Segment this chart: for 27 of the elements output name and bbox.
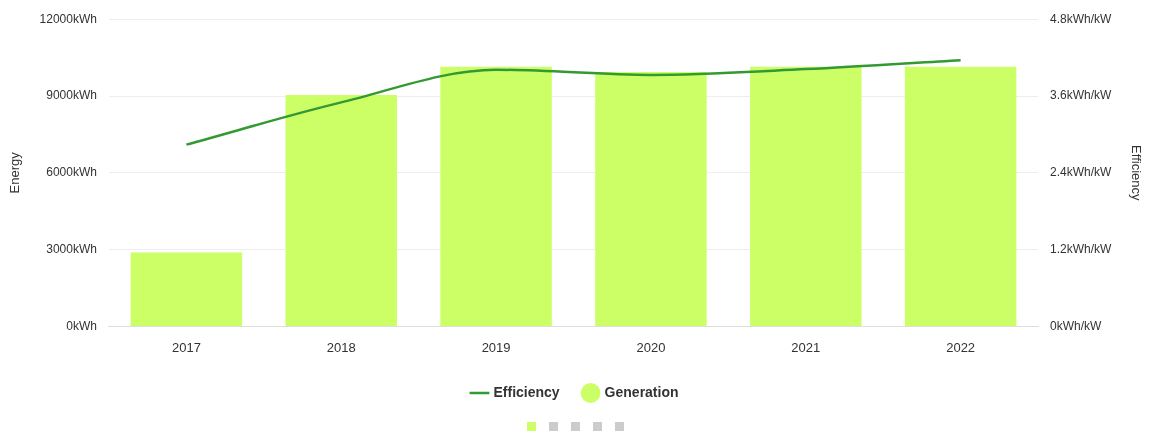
x-tick-label: 2017 — [171, 339, 201, 355]
y-tick-label: 3000kWh — [46, 241, 97, 256]
x-tick-label: 2022 — [946, 339, 976, 355]
bar — [440, 66, 552, 326]
bar — [904, 66, 1017, 326]
y2-tick-label: 2.4kWh/kW — [1050, 165, 1113, 180]
x-tick-label: 2021 — [791, 339, 821, 355]
bar — [130, 252, 243, 326]
x-tick-label: 2019 — [481, 339, 511, 355]
y-tick-label: 6000kWh — [46, 165, 97, 180]
bar — [285, 94, 397, 326]
y-tick-label: 12000kWh — [39, 11, 97, 26]
y-axis-title: Energy — [7, 151, 23, 194]
bar — [595, 71, 707, 326]
bar — [750, 66, 862, 326]
x-tick-label: 2020 — [636, 339, 666, 355]
legend-label: Generation — [604, 383, 679, 400]
y2-axis-title: Efficiency — [1128, 145, 1144, 201]
line-series — [185, 58, 962, 146]
y2-tick-label: 4.8kWh/kW — [1050, 11, 1113, 26]
y2-tick-label: 3.6kWh/kW — [1050, 88, 1113, 103]
legend-label: Efficiency — [493, 383, 560, 400]
y2-tick-label: 0kWh/kW — [1050, 318, 1103, 333]
y2-tick-label: 1.2kWh/kW — [1050, 241, 1113, 256]
y-tick-label: 0kWh — [66, 318, 97, 333]
x-tick-label: 2018 — [326, 339, 356, 355]
y-tick-label: 9000kWh — [46, 88, 97, 103]
